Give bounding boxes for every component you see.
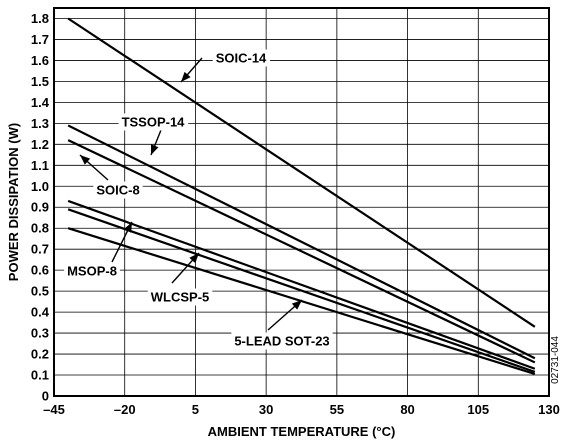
y-tick-label: 1.2 bbox=[31, 137, 49, 152]
y-tick-label: 0.1 bbox=[31, 368, 49, 383]
arrowhead bbox=[151, 144, 159, 155]
series-line-wlcsp-5 bbox=[67, 208, 536, 373]
annotation-msop-8: MSOP-8 bbox=[67, 264, 117, 279]
y-tick-label: 0.7 bbox=[31, 242, 49, 257]
series-line-soic-8 bbox=[67, 139, 536, 364]
annotation-wlcsp-5: WLCSP-5 bbox=[151, 290, 210, 305]
y-tick-label: 0.8 bbox=[31, 221, 49, 236]
x-tick-label: 80 bbox=[400, 402, 414, 417]
annotation-background bbox=[212, 49, 271, 67]
figure-code: 02731-044 bbox=[550, 336, 561, 384]
tick-labels: –45 –20 5 30 55 80 105 130 0 0.1 0.2 0.3 0.4 0.5 0.6 0.… bbox=[31, 11, 560, 417]
series-line-tssop-14 bbox=[67, 124, 536, 360]
x-tick-label: –45 bbox=[43, 402, 65, 417]
y-tick-label: 0.3 bbox=[31, 326, 49, 341]
arrowhead bbox=[123, 222, 132, 233]
x-tick-label: 30 bbox=[259, 402, 273, 417]
y-tick-label: 1.5 bbox=[31, 74, 49, 89]
x-tick-label: 130 bbox=[538, 402, 560, 417]
arrowhead bbox=[80, 155, 91, 165]
y-tick-label: 0.4 bbox=[31, 305, 50, 320]
y-axis-title: POWER DISSIPATION (W) bbox=[6, 123, 21, 281]
y-tick-label: 1.4 bbox=[31, 95, 50, 110]
arrowhead bbox=[181, 71, 191, 82]
x-tick-label: 5 bbox=[192, 402, 199, 417]
arrowhead bbox=[291, 300, 302, 310]
series-line-soic-14 bbox=[67, 17, 536, 328]
y-tick-label: 1.8 bbox=[31, 11, 49, 26]
x-tick-label: –20 bbox=[114, 402, 136, 417]
annotation-background bbox=[231, 332, 333, 350]
x-tick-label: 105 bbox=[467, 402, 489, 417]
y-tick-label: 1.1 bbox=[31, 158, 49, 173]
annotation-background bbox=[64, 262, 120, 280]
line-labels: SOIC-14 TSSOP-14 SOIC-8 MSOP-8 WLCSP-5 5-LEAD… bbox=[64, 49, 333, 350]
annotation-5-lead-sot-23: 5-LEAD SOT-23 bbox=[234, 334, 329, 349]
annotation-soic-14: SOIC-14 bbox=[216, 51, 267, 66]
annotation-tssop-14: TSSOP-14 bbox=[122, 115, 186, 130]
y-tick-label: 1.0 bbox=[31, 179, 49, 194]
annotation-soic-8: SOIC-8 bbox=[96, 183, 139, 198]
y-tick-label: 0 bbox=[42, 389, 49, 404]
x-axis-title: AMBIENT TEMPERATURE (°C) bbox=[208, 424, 396, 439]
gridlines bbox=[54, 8, 549, 396]
y-tick-label: 1.7 bbox=[31, 32, 49, 47]
y-tick-label: 1.6 bbox=[31, 53, 49, 68]
y-tick-label: 0.6 bbox=[31, 263, 49, 278]
annotation-background bbox=[147, 288, 213, 306]
plot-frame bbox=[53, 7, 550, 397]
y-tick-label: 0.9 bbox=[31, 200, 49, 215]
annotation-background bbox=[93, 181, 143, 199]
series-line-msop-8 bbox=[67, 199, 536, 370]
annotation-background bbox=[118, 113, 189, 131]
y-tick-label: 0.2 bbox=[31, 347, 49, 362]
y-tick-label: 1.3 bbox=[31, 116, 49, 131]
x-tick-label: 55 bbox=[330, 402, 344, 417]
arrowhead bbox=[189, 253, 199, 264]
y-tick-label: 0.5 bbox=[31, 284, 49, 299]
